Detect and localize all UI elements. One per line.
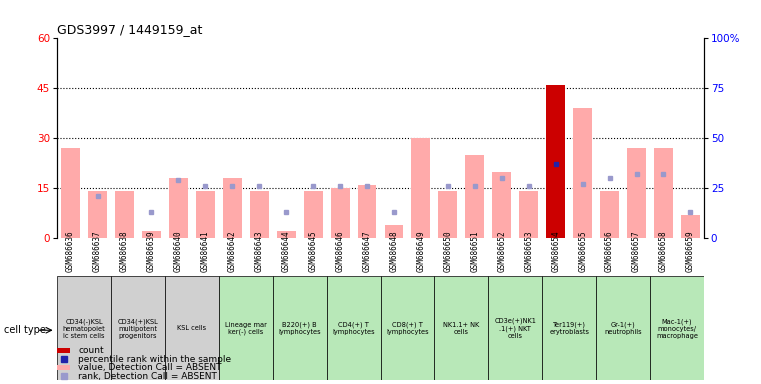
Bar xyxy=(57,276,111,380)
Text: GSM686641: GSM686641 xyxy=(201,230,210,272)
Text: GSM686652: GSM686652 xyxy=(497,230,506,272)
Bar xyxy=(438,192,457,238)
Text: GSM686648: GSM686648 xyxy=(390,230,399,272)
Text: GSM686653: GSM686653 xyxy=(524,230,533,272)
Bar xyxy=(650,276,704,380)
Bar xyxy=(304,192,323,238)
Bar xyxy=(142,232,161,238)
Text: CD3e(+)NK1
.1(+) NKT
cells: CD3e(+)NK1 .1(+) NKT cells xyxy=(495,318,537,339)
Text: NK1.1+ NK
cells: NK1.1+ NK cells xyxy=(443,322,479,335)
Text: GSM686658: GSM686658 xyxy=(659,230,668,272)
Text: GSM686650: GSM686650 xyxy=(444,230,452,272)
Bar xyxy=(88,192,107,238)
Bar xyxy=(546,88,565,238)
Text: Gr-1(+)
neutrophils: Gr-1(+) neutrophils xyxy=(604,321,642,335)
Bar xyxy=(277,232,295,238)
Bar xyxy=(596,276,650,380)
Text: Ter119(+)
erytroblasts: Ter119(+) erytroblasts xyxy=(549,321,589,335)
Bar xyxy=(111,276,165,380)
Bar xyxy=(492,172,511,238)
Bar xyxy=(272,276,326,380)
Text: rank, Detection Call = ABSENT: rank, Detection Call = ABSENT xyxy=(78,372,217,381)
Text: B220(+) B
lymphocytes: B220(+) B lymphocytes xyxy=(279,321,321,335)
Text: GSM686657: GSM686657 xyxy=(632,230,641,272)
Text: Lineage mar
ker(-) cells: Lineage mar ker(-) cells xyxy=(224,321,266,335)
Text: value, Detection Call = ABSENT: value, Detection Call = ABSENT xyxy=(78,363,221,372)
Bar xyxy=(330,188,349,238)
Bar xyxy=(519,192,538,238)
Text: GSM686643: GSM686643 xyxy=(255,230,264,272)
Bar xyxy=(681,215,700,238)
Text: percentile rank within the sample: percentile rank within the sample xyxy=(78,354,231,364)
Bar xyxy=(546,85,565,238)
Bar xyxy=(57,348,70,353)
Bar xyxy=(654,148,673,238)
Bar xyxy=(543,276,596,380)
Text: CD8(+) T
lymphocytes: CD8(+) T lymphocytes xyxy=(386,321,428,335)
Bar xyxy=(384,225,403,238)
Text: GSM686659: GSM686659 xyxy=(686,230,695,272)
Text: GSM686645: GSM686645 xyxy=(309,230,317,272)
Text: GSM686656: GSM686656 xyxy=(605,230,614,272)
Text: GSM686640: GSM686640 xyxy=(174,230,183,272)
Text: GSM686639: GSM686639 xyxy=(147,230,156,272)
Bar xyxy=(115,192,134,238)
Text: GSM686649: GSM686649 xyxy=(416,230,425,272)
Bar xyxy=(380,276,435,380)
Bar xyxy=(219,276,272,380)
Text: GSM686637: GSM686637 xyxy=(93,230,102,272)
Text: GDS3997 / 1449159_at: GDS3997 / 1449159_at xyxy=(57,23,202,36)
Text: GSM686636: GSM686636 xyxy=(66,230,75,272)
Text: GSM686647: GSM686647 xyxy=(362,230,371,272)
Bar xyxy=(250,192,269,238)
Bar xyxy=(61,148,80,238)
Bar xyxy=(573,108,592,238)
Bar xyxy=(600,192,619,238)
Text: cell type: cell type xyxy=(4,325,46,335)
Text: KSL cells: KSL cells xyxy=(177,325,206,331)
Bar xyxy=(358,185,377,238)
Bar xyxy=(165,276,219,380)
Text: CD34(-)KSL
hematopoiet
ic stem cells: CD34(-)KSL hematopoiet ic stem cells xyxy=(62,318,106,339)
Text: GSM686655: GSM686655 xyxy=(578,230,587,272)
Bar xyxy=(223,178,242,238)
Text: CD34(+)KSL
multipotent
progenitors: CD34(+)KSL multipotent progenitors xyxy=(117,318,158,339)
Text: GSM686638: GSM686638 xyxy=(120,230,129,272)
Bar xyxy=(627,148,646,238)
Bar xyxy=(435,276,489,380)
Text: Mac-1(+)
monocytes/
macrophage: Mac-1(+) monocytes/ macrophage xyxy=(656,318,698,339)
Text: GSM686651: GSM686651 xyxy=(470,230,479,272)
Bar xyxy=(196,192,215,238)
Text: GSM686644: GSM686644 xyxy=(282,230,291,272)
Bar xyxy=(489,276,542,380)
Bar xyxy=(466,155,484,238)
Bar xyxy=(412,138,431,238)
Bar xyxy=(169,178,188,238)
Text: count: count xyxy=(78,346,103,355)
Bar xyxy=(57,365,70,370)
Bar xyxy=(326,276,380,380)
Text: GSM686646: GSM686646 xyxy=(336,230,345,272)
Text: GSM686642: GSM686642 xyxy=(228,230,237,272)
Text: GSM686654: GSM686654 xyxy=(551,230,560,272)
Text: CD4(+) T
lymphocytes: CD4(+) T lymphocytes xyxy=(333,321,375,335)
